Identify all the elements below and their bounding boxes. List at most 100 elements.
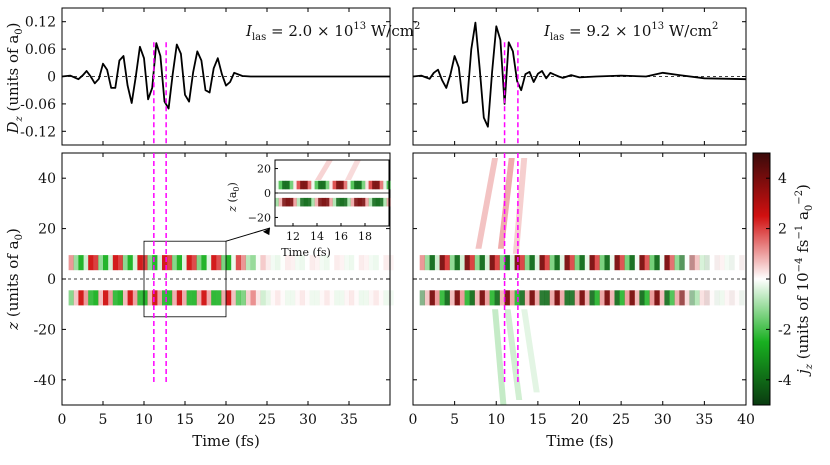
current-cell xyxy=(117,255,123,271)
x-tick-label: 5 xyxy=(99,412,108,428)
inset-x-tick-label: 18 xyxy=(358,230,372,243)
x-tick-label: 30 xyxy=(299,412,317,428)
current-cell xyxy=(171,290,178,306)
current-cell xyxy=(235,255,241,271)
x-tick-label: 35 xyxy=(695,412,713,428)
current-cell xyxy=(245,290,251,306)
inset-current-cell xyxy=(354,180,359,190)
current-cell xyxy=(704,255,710,271)
current-cell xyxy=(619,290,625,306)
current-cell xyxy=(226,290,232,306)
colorbar-tick-label: 2 xyxy=(778,222,787,238)
current-cell xyxy=(216,255,222,271)
inset-y-tick-label: 20 xyxy=(257,163,271,176)
current-cell xyxy=(424,255,430,271)
inset-current-cell xyxy=(372,180,377,190)
current-cell xyxy=(454,255,460,271)
current-cell xyxy=(454,290,460,306)
current-cell xyxy=(679,255,685,271)
current-cell xyxy=(240,255,246,271)
y-tick-label: -0.12 xyxy=(20,124,56,140)
inset-current-cell xyxy=(289,180,294,190)
current-cell xyxy=(157,255,163,271)
current-cell xyxy=(112,255,118,271)
current-cell xyxy=(574,290,580,306)
current-cell xyxy=(250,255,256,271)
current-cell xyxy=(719,255,725,271)
x-tick-label: 15 xyxy=(176,412,194,428)
inset-current-cell xyxy=(357,197,362,207)
current-cell xyxy=(659,255,665,271)
y-tick-label: -40 xyxy=(33,373,56,389)
current-cell xyxy=(88,290,94,306)
current-cell xyxy=(554,255,560,271)
current-cell xyxy=(294,255,301,271)
current-cell xyxy=(629,255,635,271)
current-cell xyxy=(699,255,705,271)
current-cell xyxy=(434,255,440,271)
current-cell xyxy=(574,255,580,271)
current-cell xyxy=(439,290,445,306)
inset-current-cell xyxy=(368,180,373,190)
y-tick-label: 40 xyxy=(38,171,56,187)
current-cell xyxy=(479,255,485,271)
current-cell xyxy=(368,290,374,306)
current-cell xyxy=(664,290,670,306)
current-cell xyxy=(609,255,615,271)
current-emission-streak xyxy=(512,158,528,254)
current-cell xyxy=(594,255,600,271)
current-cell xyxy=(186,290,192,306)
zoom-box xyxy=(143,240,227,318)
current-cell xyxy=(309,255,315,271)
current-cell xyxy=(694,290,700,306)
current-cell xyxy=(599,255,605,271)
intensity-annotation: Ilas = 9.2 × 1013 W/cm2 xyxy=(543,21,718,43)
current-cell xyxy=(689,290,695,306)
current-cell xyxy=(334,255,340,271)
current-cell xyxy=(181,255,187,271)
current-cell xyxy=(704,290,710,306)
current-cell xyxy=(176,290,182,306)
inset-current-cell xyxy=(343,180,348,190)
y-tick-label: 20 xyxy=(38,222,56,238)
current-cell xyxy=(474,290,480,306)
inset-current-cell xyxy=(285,197,290,207)
current-cell xyxy=(157,290,163,306)
current-cell xyxy=(117,290,123,306)
current-cell xyxy=(499,290,505,306)
current-cell xyxy=(459,255,465,271)
current-cell xyxy=(230,290,237,306)
current-cell xyxy=(171,255,178,271)
current-cell xyxy=(519,290,525,306)
current-cell xyxy=(469,290,475,306)
current-cell xyxy=(103,290,109,306)
current-cell xyxy=(459,290,465,306)
current-cell xyxy=(549,290,555,306)
current-cell xyxy=(260,290,266,306)
current-cell xyxy=(127,255,133,271)
current-cell xyxy=(373,290,379,306)
current-cell xyxy=(324,255,330,271)
x-tick-label: 25 xyxy=(612,412,630,428)
current-cell xyxy=(509,255,515,271)
current-cell xyxy=(93,255,99,271)
current-cell xyxy=(434,290,440,306)
current-cell xyxy=(245,255,251,271)
current-cell xyxy=(112,290,118,306)
current-cell xyxy=(388,290,394,306)
current-cell xyxy=(191,255,197,271)
current-cell xyxy=(191,290,197,306)
current-cell xyxy=(383,255,389,271)
inset-current-cell xyxy=(329,197,333,207)
current-cell xyxy=(83,290,89,306)
inset-current-cell xyxy=(343,197,348,207)
current-cell xyxy=(201,255,207,271)
inset-current-cell xyxy=(314,197,319,207)
current-cell xyxy=(639,290,645,306)
current-cell xyxy=(255,290,261,306)
current-cell xyxy=(494,255,500,271)
current-cell xyxy=(729,255,735,271)
current-cell xyxy=(674,255,680,271)
current-cell xyxy=(299,255,305,271)
inset-y-tick-label: 0 xyxy=(264,187,271,200)
